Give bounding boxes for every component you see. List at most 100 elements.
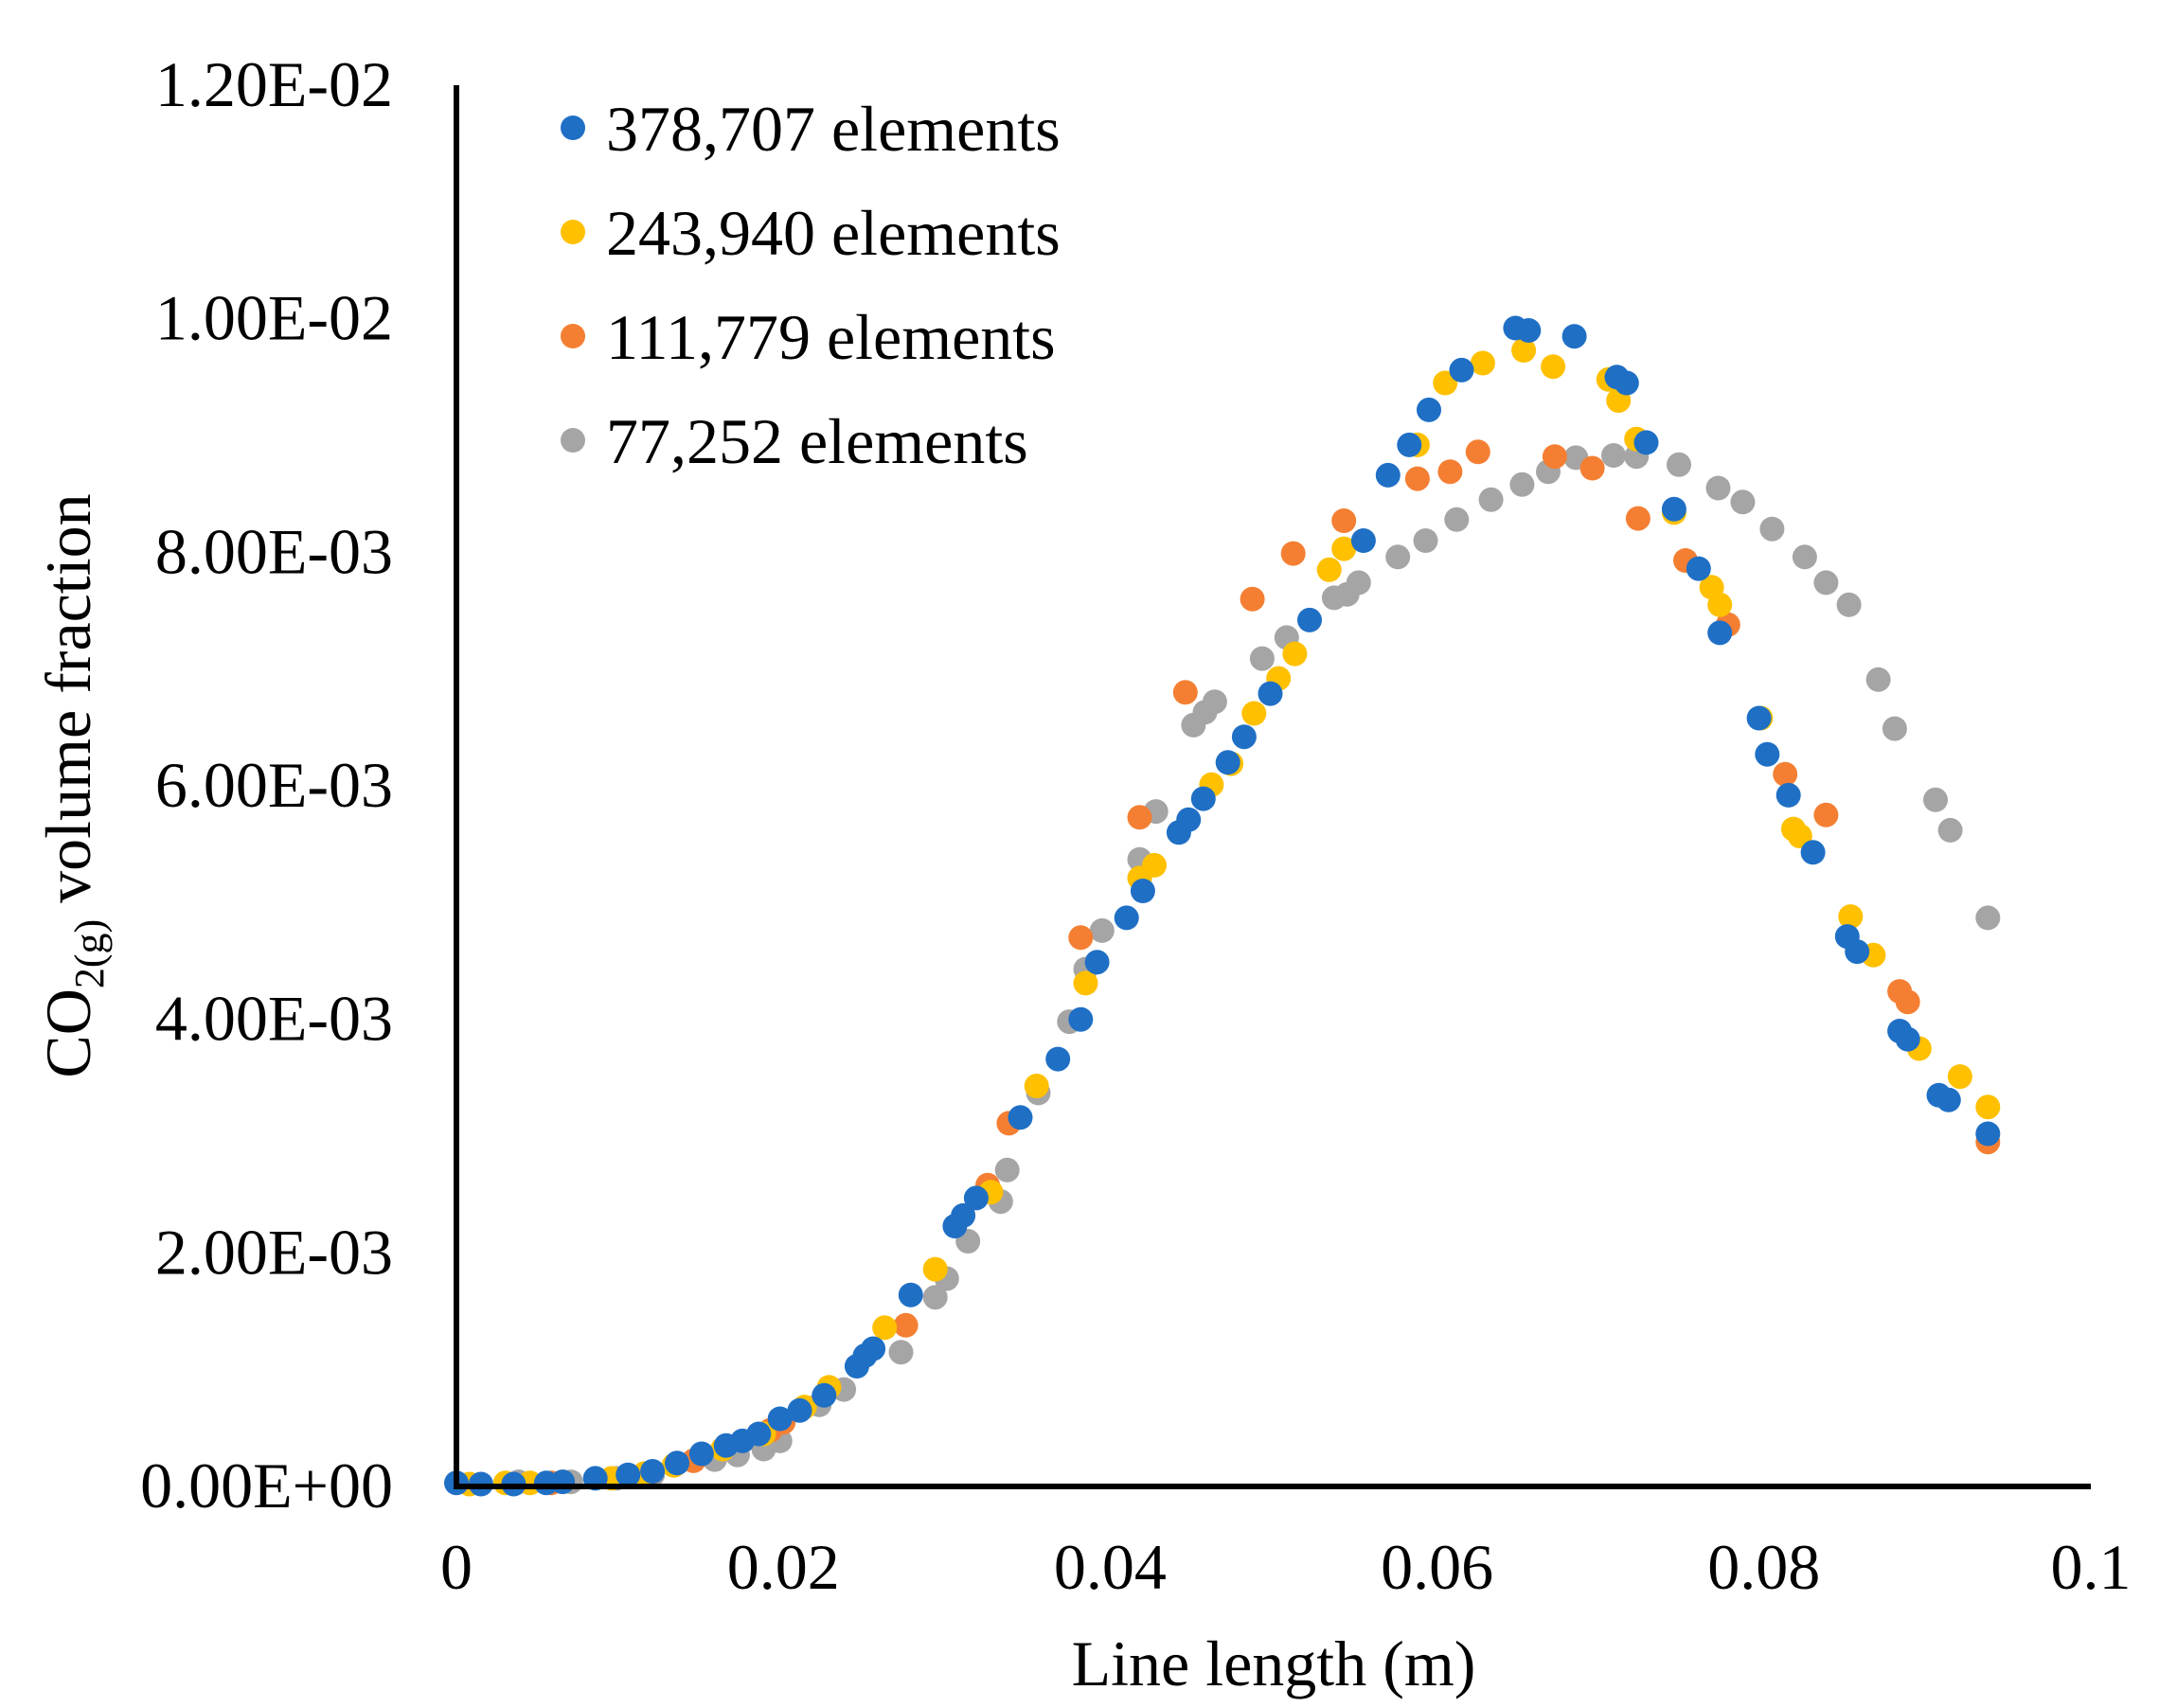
y-axis-title: CO2(g) volume fraction	[32, 493, 113, 1077]
y-tick-label: 0.00E+00	[140, 1450, 393, 1521]
data-point	[898, 1282, 923, 1308]
data-point	[1190, 786, 1216, 811]
data-point	[1449, 357, 1474, 383]
series-1-points	[444, 315, 2001, 1497]
data-point	[1202, 689, 1227, 715]
data-point	[1417, 397, 1441, 422]
data-points	[444, 315, 2001, 1497]
data-point	[872, 1315, 898, 1341]
series-2-points	[456, 338, 2001, 1497]
legend-item: 243,940 elements	[561, 197, 1061, 269]
data-point	[1142, 852, 1167, 878]
data-point	[1937, 817, 1963, 843]
data-point	[746, 1421, 772, 1447]
legend: 378,707 elements 243,940 elements 111,779 …	[561, 93, 1061, 477]
data-point	[1089, 917, 1115, 943]
data-point	[963, 1185, 989, 1211]
data-point	[1444, 507, 1470, 532]
data-point	[1397, 432, 1422, 457]
data-point	[665, 1450, 689, 1476]
data-point	[1516, 318, 1542, 343]
data-point	[1073, 970, 1098, 996]
data-point	[1895, 989, 1920, 1015]
data-point	[1755, 741, 1780, 767]
data-point	[994, 1157, 1020, 1183]
data-point	[640, 1459, 666, 1484]
data-point	[1836, 592, 1862, 617]
data-point	[1541, 354, 1566, 380]
data-point	[1895, 1026, 1920, 1052]
data-point	[1975, 1121, 2001, 1147]
legend-label: 77,252 elements	[606, 405, 1028, 477]
data-point	[1667, 452, 1691, 477]
data-point	[1331, 508, 1357, 533]
data-point	[1008, 1105, 1033, 1130]
data-point	[1437, 459, 1463, 485]
data-point	[1249, 646, 1275, 671]
data-point	[1375, 462, 1401, 488]
data-point	[1068, 1006, 1094, 1032]
legend-item: 111,779 elements	[561, 301, 1056, 373]
data-point	[1947, 1064, 1972, 1090]
legend-label: 111,779 elements	[606, 301, 1056, 373]
y-axis-title-suffix: volume fraction	[32, 493, 104, 918]
data-point	[1882, 716, 1907, 741]
y-axis-title-subscript: 2(g)	[66, 919, 113, 988]
data-point	[888, 1340, 914, 1365]
data-point	[1936, 1087, 1961, 1112]
data-point	[1413, 528, 1438, 553]
data-point	[1792, 544, 1817, 570]
data-point	[1331, 536, 1357, 561]
data-point	[616, 1462, 641, 1487]
series-3-points	[539, 439, 2001, 1496]
data-point	[1707, 620, 1733, 646]
data-point	[1633, 430, 1659, 455]
data-point	[1282, 641, 1308, 667]
legend-label: 243,940 elements	[606, 197, 1061, 269]
data-point	[812, 1382, 837, 1408]
data-point	[767, 1406, 793, 1432]
data-point	[1316, 557, 1342, 582]
x-tick-label: 0.1	[2051, 1531, 2132, 1603]
data-point	[1730, 489, 1756, 515]
data-point	[1579, 455, 1605, 481]
data-point	[922, 1256, 948, 1282]
data-point	[1478, 487, 1504, 512]
y-tick-labels: 0.00E+00 2.00E-03 4.00E-03 6.00E-03 8.00E-03…	[140, 48, 393, 1521]
data-point	[1231, 724, 1257, 750]
x-tick-label: 0.02	[727, 1531, 840, 1603]
data-point	[1509, 471, 1535, 497]
data-point	[1759, 516, 1785, 542]
data-point	[1465, 439, 1490, 465]
data-point	[1172, 680, 1198, 705]
data-point	[1838, 904, 1864, 930]
data-point	[1661, 496, 1686, 522]
legend-label: 378,707 elements	[606, 93, 1061, 165]
data-point	[1601, 443, 1626, 468]
data-point	[787, 1397, 812, 1423]
data-point	[1923, 787, 1948, 812]
data-point	[1614, 370, 1639, 396]
data-point	[951, 1202, 976, 1228]
x-tick-label: 0	[440, 1531, 473, 1603]
data-point	[1800, 840, 1826, 865]
x-tick-label: 0.06	[1381, 1531, 1493, 1603]
data-point	[1773, 761, 1798, 787]
data-point	[1470, 350, 1495, 376]
data-point	[1114, 905, 1139, 931]
data-point	[1024, 1074, 1049, 1098]
y-tick-label: 6.00E-03	[155, 749, 393, 821]
data-point	[1240, 586, 1265, 612]
data-point	[1346, 570, 1371, 596]
y-axis-title-prefix: CO	[32, 988, 104, 1077]
legend-marker	[561, 116, 585, 140]
data-point	[1865, 667, 1891, 692]
data-point	[1511, 338, 1537, 363]
data-point	[1404, 466, 1430, 491]
x-axis-title: Line length (m)	[1072, 1628, 1476, 1699]
data-point	[922, 1285, 948, 1310]
data-point	[1280, 541, 1306, 566]
data-point	[550, 1469, 576, 1495]
x-tick-labels: 0 0.02 0.04 0.06 0.08 0.1	[440, 1531, 2132, 1603]
